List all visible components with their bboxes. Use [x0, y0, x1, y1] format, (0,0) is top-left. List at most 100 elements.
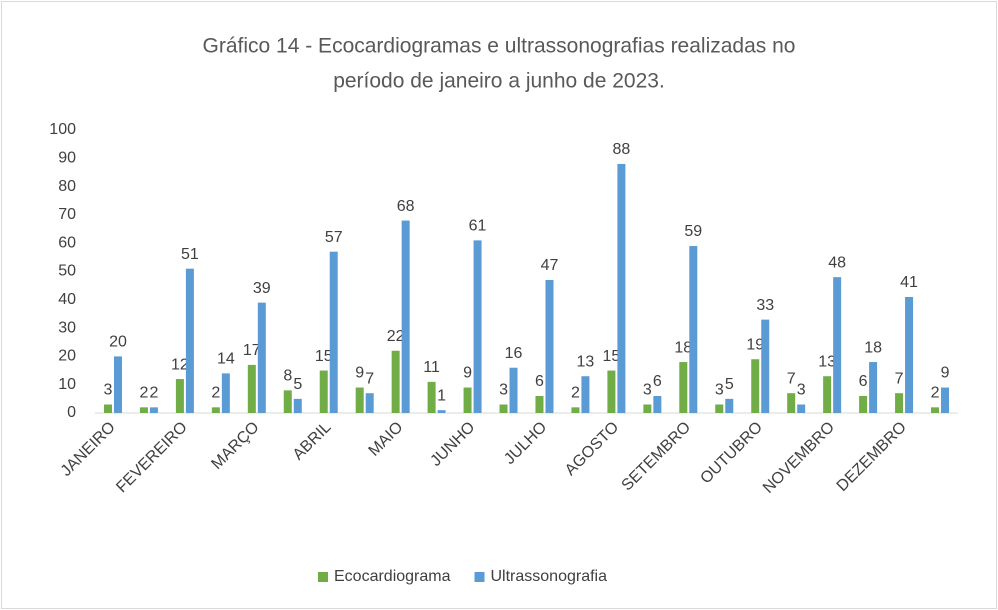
bar	[437, 410, 446, 413]
data-label: 51	[181, 246, 199, 263]
bar	[931, 407, 940, 413]
bar	[643, 404, 652, 413]
bar	[679, 362, 688, 413]
data-label: 3	[643, 382, 652, 399]
bar	[283, 390, 292, 413]
bar	[715, 404, 724, 413]
data-label: 57	[325, 229, 343, 246]
bar	[139, 407, 148, 413]
y-tick-label: 80	[58, 178, 76, 195]
bar	[869, 362, 878, 413]
y-tick-label: 0	[67, 404, 76, 421]
data-label: 61	[469, 218, 487, 235]
data-label: 18	[674, 339, 692, 356]
bar	[463, 387, 472, 413]
data-label: 3	[715, 382, 724, 399]
bar	[607, 370, 616, 413]
y-tick-label: 10	[58, 376, 76, 393]
bar	[113, 356, 122, 413]
legend-label: Ecocardiograma	[334, 568, 451, 585]
y-tick-label: 50	[58, 263, 76, 280]
bar	[185, 268, 194, 413]
bar	[257, 302, 266, 413]
data-label: 7	[365, 370, 374, 387]
bar	[833, 277, 842, 413]
chart-title: Gráfico 14 - Ecocardiogramas e ultrasson…	[203, 35, 796, 58]
data-label: 3	[104, 382, 113, 399]
data-label: 19	[746, 336, 764, 353]
data-label: 6	[653, 373, 662, 390]
data-label: 1	[437, 387, 446, 404]
data-label: 59	[684, 223, 702, 240]
data-label: 68	[397, 198, 415, 215]
legend-label: Ultrassonografia	[491, 568, 608, 585]
bar	[859, 396, 868, 413]
data-label: 2	[139, 385, 148, 402]
data-label: 88	[612, 141, 630, 158]
data-label: 7	[895, 370, 904, 387]
bar	[473, 240, 482, 413]
bar	[329, 251, 338, 413]
data-label: 15	[602, 348, 620, 365]
data-label: 2	[571, 385, 580, 402]
bar	[319, 370, 328, 413]
bar	[797, 404, 806, 413]
bar	[751, 359, 760, 413]
bar	[211, 407, 220, 413]
bar	[509, 367, 518, 413]
bar	[571, 407, 580, 413]
bar	[581, 376, 590, 413]
data-label: 33	[756, 297, 774, 314]
data-label: 2	[149, 385, 158, 402]
bar	[355, 387, 364, 413]
bar	[221, 373, 230, 413]
legend-swatch	[474, 572, 485, 582]
data-label: 14	[217, 351, 235, 368]
y-tick-label: 90	[58, 150, 76, 167]
bar	[725, 398, 734, 413]
data-label: 9	[463, 365, 472, 382]
bar	[689, 246, 698, 413]
data-label: 17	[243, 342, 261, 359]
y-tick-label: 60	[58, 234, 76, 251]
y-tick-label: 70	[58, 206, 76, 223]
data-label: 16	[505, 345, 523, 362]
y-tick-label: 20	[58, 348, 76, 365]
data-label: 47	[541, 257, 559, 274]
bar	[761, 319, 770, 413]
bar	[617, 163, 626, 413]
data-label: 41	[900, 274, 918, 291]
bar	[545, 279, 554, 413]
data-label: 12	[171, 356, 189, 373]
bar	[365, 393, 374, 413]
data-label: 3	[797, 382, 806, 399]
data-label: 8	[283, 368, 292, 385]
bar	[293, 398, 302, 413]
data-label: 3	[499, 382, 508, 399]
y-tick-label: 40	[58, 291, 76, 308]
bar	[149, 407, 158, 413]
data-label: 9	[941, 365, 950, 382]
data-label: 13	[818, 353, 836, 370]
chart-title: período de janeiro a junho de 2023.	[333, 70, 665, 93]
data-label: 6	[535, 373, 544, 390]
bar	[499, 404, 508, 413]
data-label: 48	[828, 254, 846, 271]
bar	[905, 296, 914, 413]
data-label: 18	[864, 339, 882, 356]
data-label: 22	[387, 328, 405, 345]
data-label: 15	[315, 348, 333, 365]
legend-swatch	[318, 572, 328, 582]
bar	[787, 393, 796, 413]
bar	[941, 387, 950, 413]
data-label: 20	[109, 334, 127, 351]
bar	[535, 396, 544, 413]
bar	[391, 350, 400, 413]
data-label: 5	[725, 376, 734, 393]
y-tick-label: 30	[58, 319, 76, 336]
data-label: 7	[787, 370, 796, 387]
bar	[823, 376, 832, 413]
bar	[653, 396, 662, 413]
